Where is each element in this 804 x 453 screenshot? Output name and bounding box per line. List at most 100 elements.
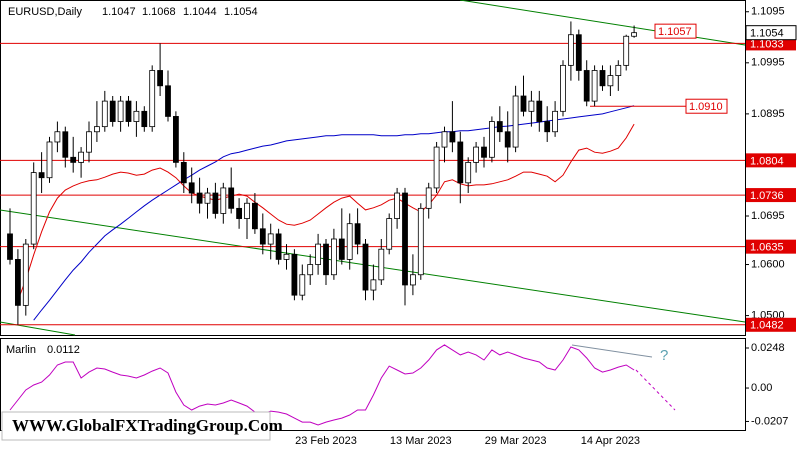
x-tick-label: 13 Mar 2023: [390, 435, 452, 447]
candle-body: [607, 75, 614, 87]
candle-body: [165, 85, 171, 117]
y-tick-label: 1.0695: [751, 210, 785, 222]
level-label-bg: [746, 317, 796, 332]
marker-box: [685, 98, 728, 114]
y-tick-label: 1.0600: [751, 258, 785, 270]
trend-line: [0, 321, 76, 336]
candle-body: [86, 131, 92, 153]
candle-body: [220, 187, 227, 214]
candle-body: [496, 121, 503, 133]
candle-body: [386, 218, 393, 250]
candle-body: [346, 223, 353, 260]
candle-body: [378, 248, 385, 281]
candle-body: [409, 274, 416, 286]
candle-body: [473, 146, 480, 163]
candle-body: [180, 161, 187, 184]
candle-body: [552, 110, 558, 133]
candle-body: [512, 95, 519, 148]
candle-body: [402, 192, 408, 286]
candle-body: [38, 172, 45, 179]
candle-body: [125, 100, 132, 122]
low-value: 1.1044: [183, 6, 217, 18]
candle-body: [70, 156, 77, 163]
y-tick-label: 1.0895: [751, 108, 785, 120]
candle-body: [291, 253, 298, 296]
candle-body: [251, 202, 258, 230]
candle-body: [536, 100, 543, 122]
trend-line: [459, 0, 746, 46]
close-value: 1.1054: [224, 6, 258, 18]
candle-body: [244, 202, 250, 219]
candle-body: [315, 243, 322, 265]
current-price-bg: [745, 25, 797, 41]
candle-body: [504, 131, 511, 148]
x-tick-label: 29 Mar 2023: [485, 435, 547, 447]
candle-body: [275, 233, 282, 260]
candle-body: [141, 110, 148, 128]
y-tick-label: 0.00: [751, 382, 772, 394]
level-label: 1.0736: [750, 190, 784, 202]
level-label-bg: [746, 239, 796, 254]
candle-body: [117, 100, 124, 122]
candle-body: [425, 187, 432, 209]
oscillator-value: 0.0112: [47, 344, 80, 356]
candle-body: [568, 34, 574, 66]
candle-body: [599, 70, 606, 87]
y-tick-label: -0.0207: [751, 415, 788, 427]
candle-body: [583, 70, 590, 102]
candle-body: [488, 121, 495, 158]
level-label: 1.0635: [750, 242, 784, 254]
candle-body: [441, 131, 448, 148]
level-label-bg: [746, 188, 796, 203]
chart-title: EURUSD,Daily: [8, 6, 82, 18]
oscillator-line: [9, 344, 635, 426]
candle-body: [62, 131, 69, 158]
candle-body: [94, 126, 100, 133]
candle-body: [362, 243, 369, 291]
candle-body: [212, 192, 219, 214]
level-label-bg: [746, 153, 796, 168]
candle-body: [30, 172, 37, 245]
candle-body: [299, 274, 306, 296]
trend-line: [571, 344, 653, 358]
x-tick-label: 23 Feb 2023: [295, 435, 357, 447]
candle-body: [196, 192, 203, 204]
candle-body: [394, 192, 401, 219]
y-tick-label: 0.0248: [751, 342, 785, 354]
candle-body: [259, 228, 266, 245]
candle-body: [7, 233, 13, 260]
watermark-bg: [1, 411, 271, 441]
candle-body: [481, 146, 487, 158]
candle-body: [631, 32, 637, 37]
main-panel: [0, 0, 746, 336]
candle-body: [228, 187, 235, 209]
watermark: WWW.GlobalFXTradingGroup.Com: [12, 416, 283, 435]
candle-body: [528, 100, 535, 112]
oscillator-title: Marlin: [6, 344, 36, 356]
candle-body: [22, 243, 29, 306]
candle-body: [338, 238, 345, 260]
candle-body: [101, 100, 108, 128]
y-tick-label: 1.1095: [751, 6, 785, 18]
candle-body: [417, 207, 424, 276]
candle-body: [623, 35, 630, 66]
candle-body: [323, 243, 329, 276]
candle-body: [204, 192, 211, 204]
high-value: 1.1068: [142, 6, 176, 18]
marker-box: [654, 23, 697, 39]
candle-body: [54, 131, 61, 143]
candle-body: [149, 70, 156, 128]
level-label: 1.0482: [750, 320, 784, 332]
candle-body: [267, 233, 274, 245]
candle-body: [449, 131, 456, 143]
marker-label: 1.0910: [689, 101, 723, 113]
candle-body: [575, 34, 582, 71]
candle-body: [133, 110, 140, 122]
candle-body: [544, 121, 551, 133]
candle-body: [307, 264, 314, 276]
candle-body: [157, 70, 164, 87]
candle-body: [78, 151, 84, 163]
candle-body: [465, 161, 472, 184]
